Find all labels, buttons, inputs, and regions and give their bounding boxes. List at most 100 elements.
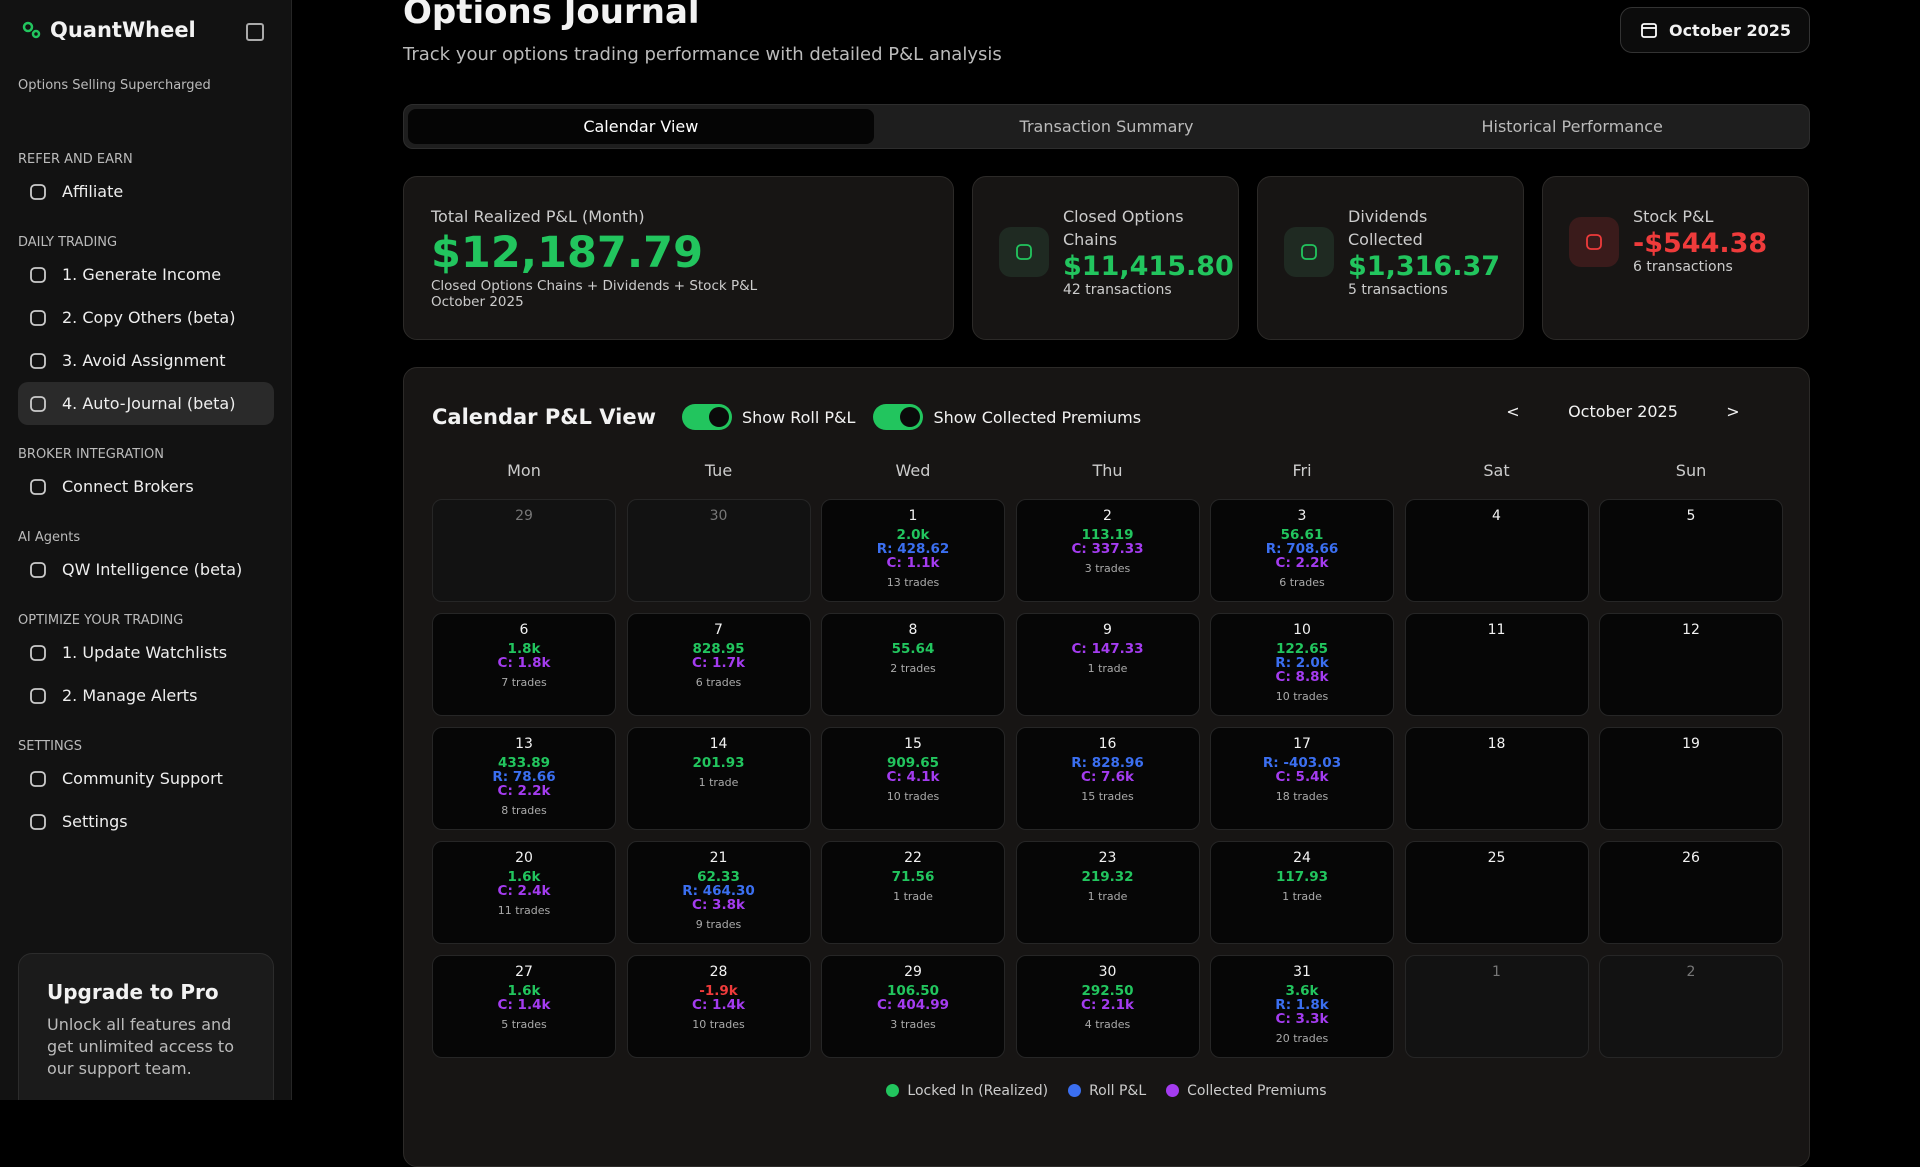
- day-value: C: 404.99: [876, 997, 950, 1013]
- day-value: 201.93: [692, 755, 745, 771]
- day-number: 13: [515, 736, 533, 752]
- day-cell[interactable]: 13 433.89 R: 78.66 C: 2.2k 8 trades: [432, 727, 616, 830]
- day-cell[interactable]: 2 113.19 C: 337.33 3 trades: [1015, 499, 1200, 602]
- day-cell[interactable]: 24 117.93 1 trade: [1210, 841, 1394, 944]
- nav-item[interactable]: Connect Brokers: [18, 465, 274, 508]
- day-number: 20: [515, 850, 533, 866]
- day-cell[interactable]: 14 201.93 1 trade: [626, 727, 811, 830]
- day-cell[interactable]: 9 C: 147.33 1 trade: [1015, 613, 1200, 716]
- nav-item[interactable]: 1. Generate Income: [18, 253, 274, 296]
- card-icon: [1284, 227, 1334, 277]
- nav-item-label: 1. Update Watchlists: [62, 643, 228, 662]
- trade-count: 18 trades: [1275, 790, 1329, 803]
- day-cell[interactable]: 17 R: -403.03 C: 5.4k 18 trades: [1210, 727, 1394, 830]
- toggle-label: Show Collected Premiums: [933, 407, 1142, 427]
- day-cell[interactable]: 3 56.61 R: 708.66 C: 2.2k 6 trades: [1210, 499, 1394, 602]
- day-value: 2.0k: [896, 527, 930, 543]
- day-cell[interactable]: 8 55.64 2 trades: [821, 613, 1005, 716]
- card-label: Closed Options Chains: [1063, 207, 1184, 249]
- nav-item[interactable]: 3. Avoid Assignment: [18, 339, 274, 382]
- day-cell[interactable]: 11: [1404, 613, 1589, 716]
- nav-item[interactable]: 1. Update Watchlists: [18, 631, 274, 674]
- nav-item[interactable]: Affiliate: [18, 170, 274, 213]
- day-cell[interactable]: 2: [1599, 955, 1783, 1058]
- tagline: Options Selling Supercharged: [18, 78, 211, 93]
- day-value: C: 7.6k: [1081, 769, 1134, 785]
- day-cell[interactable]: 6 1.8k C: 1.8k 7 trades: [432, 613, 616, 716]
- day-number: 8: [908, 622, 918, 638]
- card-body: Closed Options Chains $11,415.80 42 transa…: [1063, 205, 1234, 311]
- nav-item[interactable]: Settings: [18, 800, 274, 843]
- icon: [30, 395, 46, 412]
- day-cell[interactable]: 4: [1404, 499, 1589, 602]
- day-cell[interactable]: 27 1.6k C: 1.4k 5 trades: [432, 955, 616, 1058]
- toggle[interactable]: [873, 404, 924, 430]
- tab[interactable]: Transaction Summary: [1019, 117, 1194, 136]
- day-cell[interactable]: 31 3.6k R: 1.8k C: 3.3k 20 trades: [1210, 955, 1394, 1058]
- calendar-header: Calendar P&L View Show Roll P&L Show Coll…: [432, 402, 1781, 432]
- next-month[interactable]: >: [1726, 402, 1740, 421]
- day-cell[interactable]: 25: [1404, 841, 1589, 944]
- nav-item[interactable]: 2. Copy Others (beta): [18, 296, 274, 339]
- card-note: 6 transactions: [1633, 259, 1733, 275]
- day-cell[interactable]: 19: [1599, 727, 1783, 830]
- nav-item-label: Community Support: [62, 769, 223, 788]
- toggle[interactable]: [681, 404, 732, 430]
- day-cell[interactable]: 22 71.56 1 trade: [821, 841, 1005, 944]
- page-subtitle: Track your options trading performance w…: [403, 44, 1002, 65]
- day-value: 3.6k: [1285, 983, 1319, 999]
- logo: [22, 21, 41, 39]
- day-cell[interactable]: 29 106.50 C: 404.99 3 trades: [821, 955, 1005, 1058]
- tab[interactable]: Calendar View: [408, 109, 874, 144]
- upgrade-box[interactable]: Upgrade to Pro Unlock all features and g…: [18, 953, 274, 1100]
- calendar-title: Calendar P&L View: [432, 405, 656, 429]
- trade-count: 3 trades: [1084, 562, 1131, 575]
- day-value: 71.56: [891, 869, 935, 885]
- day-number: 25: [1487, 850, 1506, 866]
- upgrade-text: Unlock all features and get unlimited ac…: [47, 1015, 234, 1078]
- day-cell[interactable]: 23 219.32 1 trade: [1015, 841, 1200, 944]
- day-cell[interactable]: 12: [1599, 613, 1783, 716]
- month-button[interactable]: October 2025: [1619, 7, 1810, 53]
- legend-item: Locked In (Realized): [886, 1083, 1048, 1099]
- legend-item: Collected Premiums: [1166, 1083, 1327, 1099]
- day-value: 55.64: [891, 641, 935, 657]
- tab[interactable]: Historical Performance: [1481, 117, 1663, 136]
- day-cell[interactable]: 10 122.65 R: 2.0k C: 8.8k 10 trades: [1210, 613, 1394, 716]
- page: Options Journal {"sidebar":{"brand":"Qua…: [0, 0, 1810, 1167]
- nav-item-label: Settings: [62, 812, 128, 831]
- nav-item-label: Affiliate: [62, 182, 124, 201]
- day-cell[interactable]: 1 2.0k R: 428.62 C: 1.1k 13 trades: [821, 499, 1005, 602]
- day-cell[interactable]: 15 909.65 C: 4.1k 10 trades: [821, 727, 1005, 830]
- day-cell[interactable]: 7 828.95 C: 1.7k 6 trades: [626, 613, 811, 716]
- nav-item[interactable]: Community Support: [18, 757, 274, 800]
- prev-month[interactable]: <: [1506, 402, 1520, 421]
- day-cell[interactable]: 18: [1404, 727, 1589, 830]
- day-cell[interactable]: 26: [1599, 841, 1783, 944]
- day-cell[interactable]: 1: [1404, 955, 1589, 1058]
- day-number: 2: [1686, 964, 1696, 980]
- day-cell[interactable]: 5: [1599, 499, 1783, 602]
- day-value: 62.33: [697, 869, 740, 885]
- day-cell[interactable]: 30: [626, 499, 811, 602]
- nav-item[interactable]: QW Intelligence (beta): [18, 548, 274, 591]
- day-cell[interactable]: 28 -1.9k C: 1.4k 10 trades: [626, 955, 811, 1058]
- day-cell[interactable]: 29: [432, 499, 616, 602]
- collapse-button[interactable]: [246, 23, 264, 41]
- day-cell[interactable]: 21 62.33 R: 464.30 C: 3.8k 9 trades: [626, 841, 811, 944]
- nav-item-label: 3. Avoid Assignment: [62, 351, 226, 370]
- day-number: 31: [1293, 964, 1311, 980]
- card-icon: [1569, 217, 1619, 267]
- nav-item[interactable]: 4. Auto-Journal (beta): [18, 382, 274, 425]
- day-cell[interactable]: 16 R: 828.96 C: 7.6k 15 trades: [1015, 727, 1200, 830]
- trade-count: 15 trades: [1081, 790, 1134, 803]
- day-number: 17: [1293, 736, 1311, 752]
- day-value: R: 464.30: [682, 883, 755, 899]
- day-number: 29: [904, 964, 922, 980]
- brand[interactable]: QuantWheel: [22, 18, 196, 42]
- day-cell[interactable]: 30 292.50 C: 2.1k 4 trades: [1015, 955, 1200, 1058]
- day-value: C: 1.4k: [692, 997, 745, 1013]
- nav-item[interactable]: 2. Manage Alerts: [18, 674, 274, 717]
- day-number: 1: [908, 508, 918, 524]
- day-cell[interactable]: 20 1.6k C: 2.4k 11 trades: [432, 841, 616, 944]
